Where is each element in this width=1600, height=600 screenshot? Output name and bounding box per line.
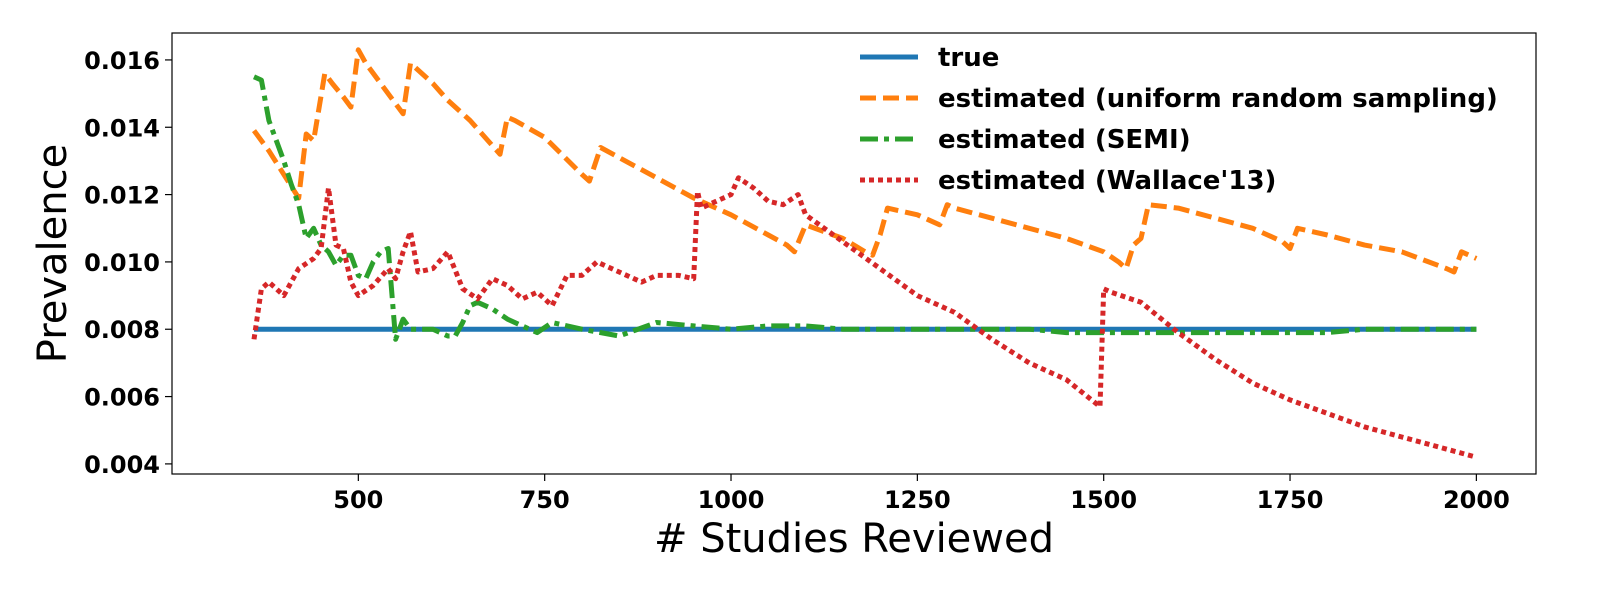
legend: true estimated (uniform random sampling) e… [860,43,1498,196]
legend-label: estimated (SEMI) [938,125,1191,155]
series-line-estimated-uniform-random-sampling [251,47,1478,275]
y-tick-label: 0.004 [84,451,160,479]
x-tick-label: 1250 [884,486,951,514]
legend-label: estimated (uniform random sampling) [938,84,1498,114]
y-tick-label: 0.014 [84,114,160,142]
y-axis-ticks: 0.004 0.006 0.008 0.010 0.012 0.014 0.016 [84,47,172,479]
x-tick-label: 500 [333,486,383,514]
y-tick-label: 0.008 [84,316,160,344]
x-axis-label: # Studies Reviewed [654,516,1054,562]
x-tick-label: 1750 [1257,486,1324,514]
x-tick-label: 1000 [698,486,765,514]
x-tick-label: 2000 [1443,486,1510,514]
x-tick-label: 1500 [1070,486,1137,514]
x-tick-label: 750 [520,486,570,514]
y-tick-label: 0.006 [84,384,160,412]
y-axis-label: Prevalence [30,144,76,363]
legend-label: true [938,43,999,73]
y-tick-label: 0.016 [84,47,160,75]
plot-frame [171,32,1537,475]
series-line-estimated-semi [252,74,1477,342]
series-lines [251,47,1478,460]
legend-label: estimated (Wallace'13) [938,166,1276,196]
y-tick-label: 0.012 [84,182,160,210]
series-line-estimated-wallace-13 [251,175,1478,460]
x-axis-ticks: 500 750 1000 1250 1500 1750 2000 [333,474,1510,514]
y-tick-label: 0.010 [84,249,160,277]
